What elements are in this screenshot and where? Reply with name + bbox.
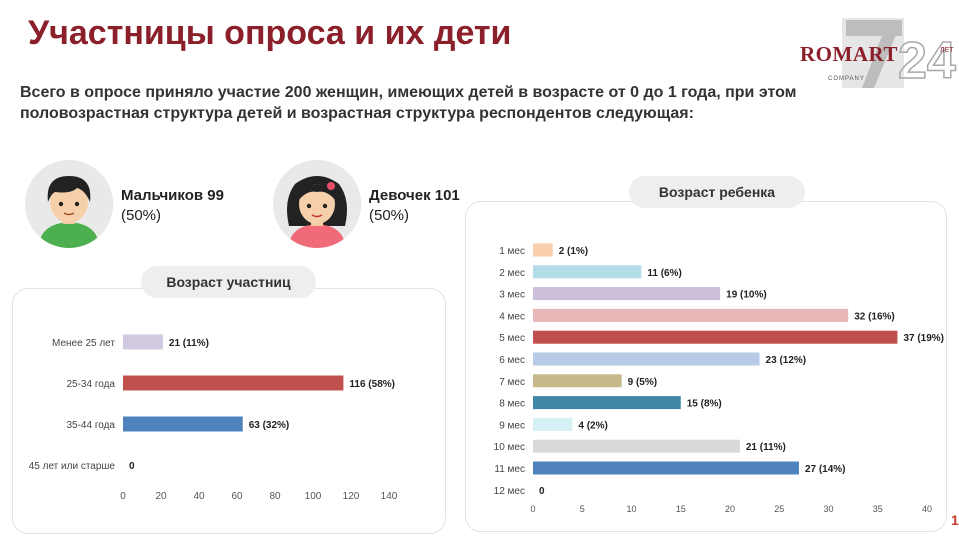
girls-label: Девочек 101 xyxy=(369,187,460,204)
x-tick-label: 40 xyxy=(922,504,932,514)
bar xyxy=(533,287,721,301)
logo-years-word: ЛЕТ xyxy=(940,47,954,54)
bar xyxy=(533,308,849,322)
x-tick-label: 35 xyxy=(873,504,883,514)
category-label: Менее 25 лет xyxy=(52,338,115,349)
boys-label: Мальчиков 99 xyxy=(121,187,224,204)
data-label: 2 (1%) xyxy=(559,246,588,257)
x-tick-label: 0 xyxy=(120,491,126,502)
x-tick-label: 100 xyxy=(305,491,322,502)
x-tick-label: 0 xyxy=(530,504,535,514)
bar xyxy=(533,265,642,279)
data-label: 63 (32%) xyxy=(249,420,290,431)
category-label: 45 лет или старше xyxy=(29,461,116,472)
bar xyxy=(123,334,163,350)
logo-graphic: 24 ЛЕТ xyxy=(842,18,957,90)
category-label: 5 мес xyxy=(499,333,525,344)
x-tick-label: 10 xyxy=(626,504,636,514)
category-label: 9 мес xyxy=(499,420,525,431)
bar xyxy=(533,243,553,257)
data-label: 0 xyxy=(129,461,135,472)
x-tick-label: 120 xyxy=(343,491,360,502)
logo-subtitle: COMPANY xyxy=(828,76,865,82)
category-label: 12 мес xyxy=(494,486,525,497)
x-tick-label: 15 xyxy=(676,504,686,514)
category-label: 4 мес xyxy=(499,311,525,322)
x-tick-label: 40 xyxy=(193,491,205,502)
bar xyxy=(533,330,898,344)
category-label: 7 мес xyxy=(499,377,525,388)
x-tick-label: 25 xyxy=(774,504,784,514)
page-number: 1 xyxy=(951,512,959,528)
child-age-card: 1 мес 2 (1%) 2 мес 11 (6%) 3 мес 19 (10%) 4 ме… xyxy=(465,201,947,532)
x-tick-label: 20 xyxy=(725,504,735,514)
boy-avatar xyxy=(25,160,113,248)
bar xyxy=(533,417,573,431)
company-logo: 24 ЛЕТ ROMART COMPANY xyxy=(800,14,957,90)
category-label: 6 мес xyxy=(499,355,525,366)
x-tick-label: 20 xyxy=(155,491,167,502)
category-label: 25-34 года xyxy=(66,379,115,390)
x-tick-label: 80 xyxy=(269,491,281,502)
data-label: 21 (11%) xyxy=(746,442,786,453)
boys-percent: (50%) xyxy=(121,207,162,224)
category-label: 1 мес xyxy=(499,246,525,257)
data-label: 27 (14%) xyxy=(805,464,846,475)
category-label: 2 мес xyxy=(499,268,525,279)
data-label: 23 (12%) xyxy=(766,355,807,366)
child-age-chart: 1 мес 2 (1%) 2 мес 11 (6%) 3 мес 19 (10%) 4 ме… xyxy=(494,243,944,514)
logo-name: ROMART xyxy=(800,42,898,66)
category-label: 10 мес xyxy=(494,442,525,453)
x-tick-label: 30 xyxy=(823,504,833,514)
girls-stat: Девочек 101 (50%) xyxy=(369,186,460,226)
bar xyxy=(533,352,760,366)
data-label: 19 (10%) xyxy=(726,290,767,301)
bar xyxy=(533,461,799,475)
category-label: 8 мес xyxy=(499,399,525,410)
intro-text: Всего в опросе приняло участие 200 женщи… xyxy=(20,84,797,122)
bar xyxy=(533,374,622,388)
x-tick-label: 60 xyxy=(231,491,243,502)
data-label: 4 (2%) xyxy=(578,420,607,431)
data-label: 37 (19%) xyxy=(903,333,944,344)
bar xyxy=(123,375,344,391)
data-label: 32 (16%) xyxy=(854,311,895,322)
bar xyxy=(123,416,243,432)
participants-age-chart: Менее 25 лет 21 (11%) 25-34 года 116 (58%) 3… xyxy=(29,334,398,502)
girls-percent: (50%) xyxy=(369,207,410,224)
data-label: 15 (8%) xyxy=(687,399,722,410)
category-label: 35-44 года xyxy=(66,420,115,431)
boy-icon xyxy=(25,160,113,248)
data-label: 11 (6%) xyxy=(647,268,681,279)
participants-age-card: Менее 25 лет 21 (11%) 25-34 года 116 (58%) 3… xyxy=(12,288,446,534)
girl-avatar xyxy=(273,160,361,248)
child-age-title: Возраст ребенка xyxy=(629,176,805,208)
girl-icon xyxy=(273,160,361,248)
participants-age-title: Возраст участниц xyxy=(141,266,316,298)
category-label: 3 мес xyxy=(499,290,525,301)
x-tick-label: 140 xyxy=(381,491,398,502)
bar xyxy=(533,396,681,410)
logo-years: 24 xyxy=(898,32,956,90)
bar xyxy=(533,439,740,453)
data-label: 0 xyxy=(539,486,545,497)
data-label: 21 (11%) xyxy=(169,338,209,349)
x-tick-label: 5 xyxy=(580,504,585,514)
category-label: 11 мес xyxy=(494,464,525,475)
boys-stat: Мальчиков 99 (50%) xyxy=(121,186,224,226)
data-label: 116 (58%) xyxy=(349,379,395,390)
data-label: 9 (5%) xyxy=(628,377,657,388)
page-title: Участницы опроса и их дети xyxy=(28,14,512,52)
